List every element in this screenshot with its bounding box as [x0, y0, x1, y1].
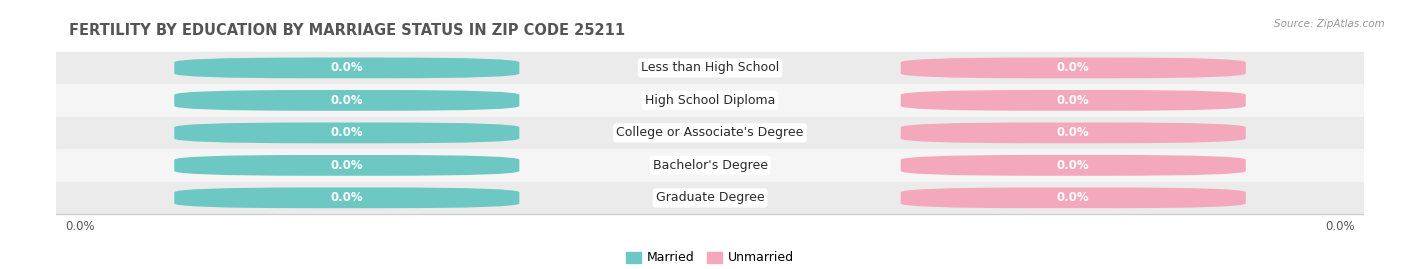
Text: 0.0%: 0.0%: [330, 159, 363, 172]
Text: 0.0%: 0.0%: [1057, 94, 1090, 107]
FancyBboxPatch shape: [901, 58, 1246, 78]
Text: FERTILITY BY EDUCATION BY MARRIAGE STATUS IN ZIP CODE 25211: FERTILITY BY EDUCATION BY MARRIAGE STATU…: [69, 23, 626, 38]
Text: 0.0%: 0.0%: [330, 94, 363, 107]
FancyBboxPatch shape: [901, 122, 1246, 143]
Bar: [56, 149, 1364, 182]
Bar: [56, 117, 1364, 149]
Text: 0.0%: 0.0%: [1057, 159, 1090, 172]
FancyBboxPatch shape: [174, 58, 519, 78]
FancyBboxPatch shape: [174, 187, 519, 208]
Text: College or Associate's Degree: College or Associate's Degree: [616, 126, 804, 139]
Text: 0.0%: 0.0%: [1057, 61, 1090, 75]
Text: Graduate Degree: Graduate Degree: [655, 191, 765, 204]
FancyBboxPatch shape: [901, 155, 1246, 176]
Text: 0.0%: 0.0%: [330, 191, 363, 204]
Legend: Married, Unmarried: Married, Unmarried: [620, 246, 800, 269]
Text: Source: ZipAtlas.com: Source: ZipAtlas.com: [1274, 19, 1385, 29]
Text: 0.0%: 0.0%: [330, 126, 363, 139]
FancyBboxPatch shape: [174, 122, 519, 143]
FancyBboxPatch shape: [174, 90, 519, 111]
Text: 0.0%: 0.0%: [1324, 220, 1355, 233]
Text: 0.0%: 0.0%: [1057, 191, 1090, 204]
Bar: [56, 52, 1364, 84]
FancyBboxPatch shape: [174, 155, 519, 176]
Text: Bachelor's Degree: Bachelor's Degree: [652, 159, 768, 172]
FancyBboxPatch shape: [901, 187, 1246, 208]
Bar: [56, 84, 1364, 117]
FancyBboxPatch shape: [901, 90, 1246, 111]
Text: 0.0%: 0.0%: [1057, 126, 1090, 139]
Text: High School Diploma: High School Diploma: [645, 94, 775, 107]
Text: 0.0%: 0.0%: [330, 61, 363, 75]
Text: 0.0%: 0.0%: [65, 220, 96, 233]
Text: Less than High School: Less than High School: [641, 61, 779, 75]
Bar: [56, 182, 1364, 214]
